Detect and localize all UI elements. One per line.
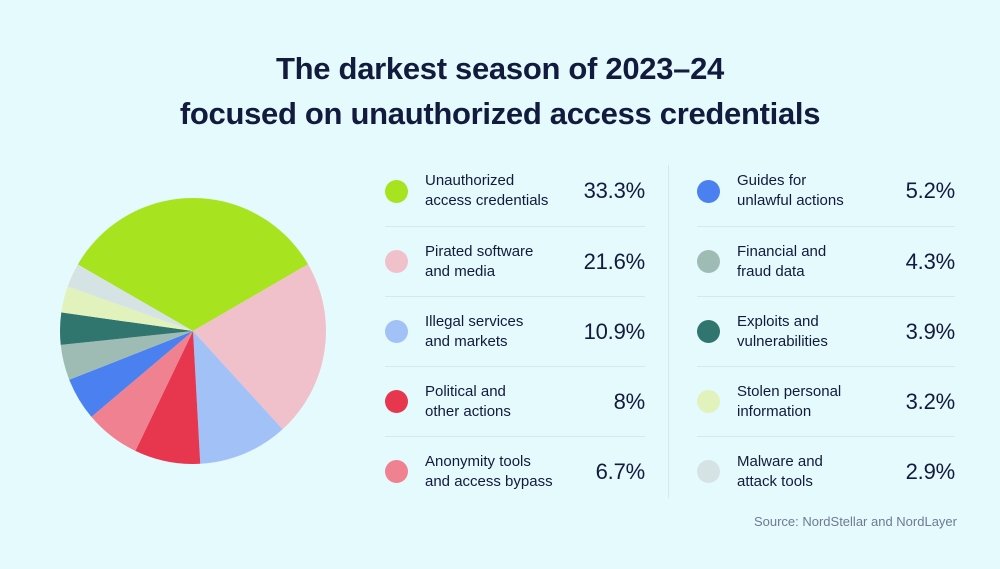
legend-column-divider	[668, 165, 669, 498]
legend-item-label: Exploits and vulnerabilities	[737, 312, 828, 350]
pie-slice-anonymity-tools-and-access-bypass	[91, 331, 193, 451]
legend-item-label: Political and other actions	[425, 382, 511, 420]
legend-color-dot	[697, 320, 720, 343]
legend-color-dot	[697, 179, 720, 203]
legend-column-left: Unauthorized access credentials 33.3% Pira…	[385, 156, 645, 506]
legend-item-label: Stolen personal information	[737, 382, 842, 420]
pie-slice-financial-and-fraud-data	[60, 331, 194, 380]
chart-title-line2: focused on unauthorized access credentia…	[179, 96, 821, 131]
pie-chart-svg	[60, 198, 326, 464]
legend-item-unauthorized-access-credentials: Unauthorized access credentials 33.3%	[385, 156, 645, 226]
legend-item-value: 4.3%	[905, 248, 956, 274]
pie-slice-exploits-and-vulnerabilities	[60, 312, 193, 345]
legend-item-value: 21.6%	[583, 248, 646, 274]
legend-item-stolen-personal-information: Stolen personal information 3.2%	[697, 366, 955, 436]
legend-item-label: Malware and attack tools	[737, 452, 823, 490]
legend-color-dot	[385, 390, 408, 413]
pie-slice-stolen-personal-information	[61, 286, 194, 331]
legend-color-dot	[385, 250, 408, 273]
source-attribution: Source: NordStellar and NordLayer	[753, 514, 957, 529]
legend-item-label: Guides for unlawful actions	[737, 172, 844, 209]
legend-item-label: Unauthorized access credentials	[425, 172, 549, 209]
legend-color-dot	[385, 179, 408, 203]
pie-slice-pirated-software-and-media	[193, 264, 326, 430]
legend-item-financial-and-fraud-data: Financial and fraud data 4.3%	[697, 226, 955, 296]
pie-slice-illegal-services-and-markets	[193, 331, 283, 464]
legend-item-value: 5.2%	[905, 178, 956, 203]
chart-title-line1: The darkest season of 2023–24	[276, 51, 724, 86]
pie-chart	[60, 198, 326, 464]
legend-item-label: Anonymity tools and access bypass	[425, 452, 553, 490]
legend-item-value: 3.2%	[905, 388, 956, 414]
legend-item-exploits-and-vulnerabilities: Exploits and vulnerabilities 3.9%	[697, 296, 955, 366]
legend-color-dot	[697, 390, 720, 413]
pie-slice-unauthorized-access-credentials	[77, 198, 309, 331]
legend-item-pirated-software-and-media: Pirated software and media 21.6%	[385, 226, 645, 296]
pie-slice-malware-and-attack-tools	[67, 264, 193, 331]
legend-color-dot	[697, 250, 720, 273]
legend-item-value: 6.7%	[595, 458, 646, 484]
legend-item-label: Pirated software and media	[425, 242, 534, 280]
legend-item-value: 10.9%	[583, 318, 646, 344]
pie-slice-political-and-other-actions	[135, 331, 201, 464]
legend-item-political-and-other-actions: Political and other actions 8%	[385, 366, 645, 436]
legend-item-label: Financial and fraud data	[737, 242, 827, 280]
legend-item-illegal-services-and-markets: Illegal services and markets 10.9%	[385, 296, 645, 366]
pie-slice-guides-for-unlawful-actions	[69, 331, 193, 417]
legend-column-right: Guides for unlawful actions 5.2% Financial…	[697, 156, 955, 506]
legend-item-value: 8%	[613, 388, 646, 414]
legend-item-label: Illegal services and markets	[425, 312, 524, 350]
legend-color-dot	[385, 320, 408, 343]
legend-item-value: 33.3%	[583, 178, 646, 203]
legend-item-guides-for-unlawful-actions: Guides for unlawful actions 5.2%	[697, 156, 955, 226]
legend-color-dot	[385, 460, 408, 483]
legend-color-dot	[697, 460, 720, 483]
legend-item-malware-and-attack-tools: Malware and attack tools 2.9%	[697, 436, 955, 506]
chart-title: The darkest season of 2023–24 focused on…	[0, 46, 1000, 136]
legend-item-anonymity-tools-and-access-bypass: Anonymity tools and access bypass 6.7%	[385, 436, 645, 506]
legend-item-value: 2.9%	[905, 458, 956, 484]
legend-item-value: 3.9%	[905, 318, 956, 344]
